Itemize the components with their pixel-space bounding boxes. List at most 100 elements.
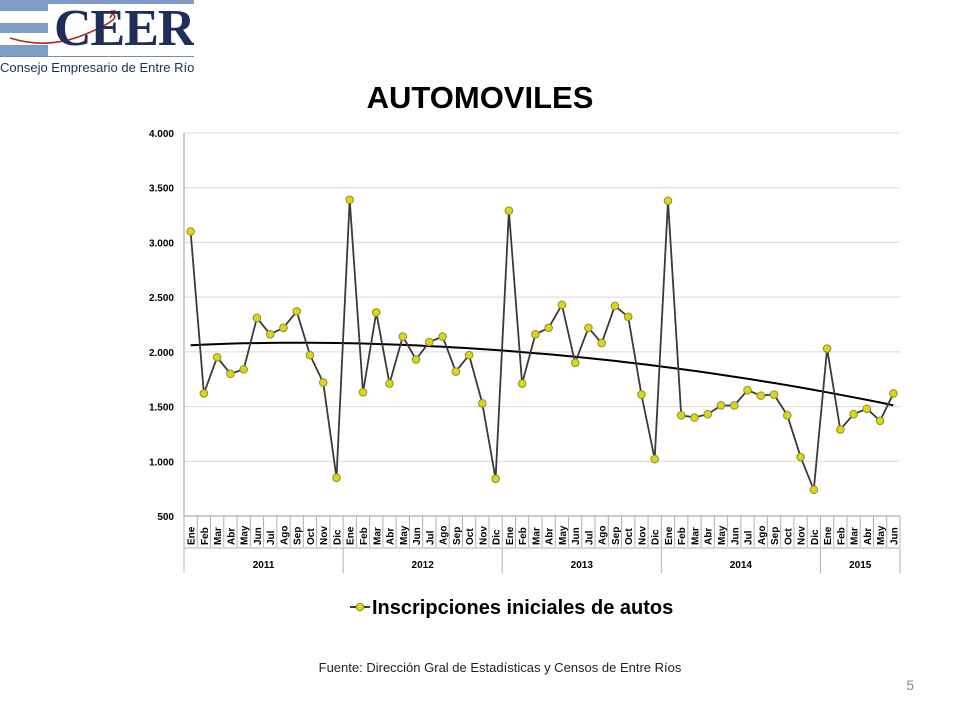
x-tick-label: Nov bbox=[637, 526, 648, 545]
x-tick-label: Dic bbox=[651, 529, 662, 545]
x-tick-label: May bbox=[558, 525, 569, 545]
data-point bbox=[729, 401, 739, 410]
data-point bbox=[504, 206, 514, 215]
x-tick-label: Sep bbox=[293, 527, 304, 545]
data-point bbox=[491, 474, 500, 484]
x-tick-label: Ago bbox=[279, 526, 290, 545]
x-tick-label: Feb bbox=[677, 527, 688, 545]
data-point bbox=[690, 413, 699, 422]
x-tick-label: Abr bbox=[226, 528, 237, 545]
x-tick-label: Abr bbox=[545, 528, 556, 545]
legend-label: Inscripciones iniciales de autos bbox=[372, 597, 673, 619]
data-point bbox=[292, 307, 302, 316]
x-tick-label: Ene bbox=[505, 526, 516, 545]
data-point bbox=[782, 411, 792, 420]
data-point bbox=[836, 425, 845, 434]
x-tick-label: Feb bbox=[836, 527, 847, 545]
data-point bbox=[279, 323, 288, 333]
year-label: 2014 bbox=[730, 560, 753, 571]
y-tick-label: 500 bbox=[157, 512, 174, 523]
x-tick-label: Oct bbox=[624, 528, 635, 545]
data-point bbox=[265, 330, 275, 339]
data-point bbox=[676, 411, 686, 420]
logo-subtitle: Consejo Empresario de Entre Ríos bbox=[0, 57, 194, 78]
data-point bbox=[199, 389, 209, 398]
ceer-logo: CEER Consejo Empresario de Entre Ríos bbox=[0, 0, 194, 78]
data-point bbox=[478, 398, 487, 408]
x-tick-label: Jun bbox=[889, 527, 900, 545]
data-point bbox=[875, 416, 885, 426]
data-point bbox=[385, 379, 394, 388]
data-point bbox=[703, 409, 713, 419]
data-point bbox=[557, 300, 567, 310]
x-tick-label: Ago bbox=[757, 526, 768, 545]
data-point bbox=[570, 358, 580, 368]
data-point bbox=[371, 308, 381, 317]
data-point bbox=[610, 301, 620, 311]
data-point bbox=[411, 355, 421, 364]
x-tick-label: May bbox=[717, 525, 728, 545]
data-point bbox=[239, 365, 248, 374]
x-tick-label: Ago bbox=[439, 526, 450, 545]
slide-title: AUTOMOVILES bbox=[366, 80, 594, 115]
data-point bbox=[889, 389, 898, 398]
x-tick-label: May bbox=[876, 525, 887, 545]
data-point bbox=[663, 196, 673, 206]
x-tick-label: May bbox=[399, 525, 410, 545]
year-label: 2015 bbox=[849, 560, 872, 571]
line-chart: 500 1.000 1.500 2.000 2.500 3.000 3.500 4.000 En… bbox=[149, 129, 901, 619]
x-tick-label: Oct bbox=[783, 528, 794, 545]
y-tick-label: 3.000 bbox=[149, 238, 174, 249]
x-tick-label: Sep bbox=[770, 527, 781, 545]
x-tick-label: Mar bbox=[213, 527, 224, 545]
data-point bbox=[398, 332, 408, 341]
x-tick-label: Nov bbox=[797, 526, 808, 545]
x-tick-label: Abr bbox=[386, 528, 397, 545]
data-point bbox=[332, 473, 341, 483]
data-point bbox=[358, 388, 368, 397]
x-tick-label: Ago bbox=[598, 526, 609, 545]
x-tick-label: Jun bbox=[253, 527, 264, 545]
data-point bbox=[517, 379, 527, 388]
y-tick-label: 3.500 bbox=[149, 184, 174, 195]
data-point bbox=[531, 330, 540, 339]
data-point bbox=[862, 404, 872, 414]
data-point bbox=[650, 454, 660, 464]
y-tick-label: 2.000 bbox=[149, 348, 174, 359]
x-tick-label: Mar bbox=[850, 527, 861, 545]
data-point bbox=[849, 409, 858, 419]
x-tick-label: Jun bbox=[571, 527, 582, 545]
x-tick-label: Sep bbox=[611, 527, 622, 545]
data-point bbox=[252, 313, 262, 323]
x-tick-label: Nov bbox=[319, 526, 330, 545]
data-point bbox=[769, 390, 779, 399]
x-tick-label: Feb bbox=[200, 527, 211, 545]
x-tick-label: Jun bbox=[730, 527, 741, 545]
x-tick-label: Abr bbox=[863, 528, 874, 545]
data-point bbox=[756, 391, 766, 400]
series-line bbox=[189, 199, 895, 491]
data-point bbox=[318, 378, 328, 387]
data-point bbox=[305, 350, 315, 360]
data-point bbox=[424, 337, 434, 347]
data-point bbox=[597, 338, 606, 348]
x-tick-label: Jun bbox=[412, 527, 423, 545]
legend-marker bbox=[355, 602, 365, 612]
logo-white-box bbox=[48, 4, 194, 56]
y-tick-label: 2.500 bbox=[149, 293, 174, 304]
data-point bbox=[743, 385, 752, 395]
x-tick-label: Mar bbox=[372, 527, 383, 545]
x-tick-label: Dic bbox=[810, 529, 821, 545]
data-point bbox=[623, 312, 633, 322]
data-point bbox=[716, 401, 726, 410]
year-label: 2013 bbox=[571, 560, 594, 571]
x-tick-label: Ene bbox=[664, 526, 675, 545]
x-tick-label: Nov bbox=[478, 526, 489, 545]
year-label: 2012 bbox=[412, 560, 435, 571]
data-point bbox=[186, 227, 195, 236]
x-tick-label: Mar bbox=[531, 527, 542, 545]
data-point bbox=[345, 195, 355, 205]
x-tick-label: Mar bbox=[690, 527, 701, 545]
trendline bbox=[190, 341, 894, 407]
data-point bbox=[796, 452, 805, 462]
